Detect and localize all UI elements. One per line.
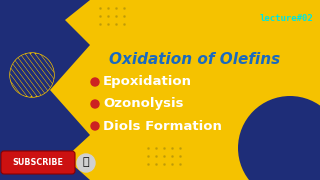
- Circle shape: [10, 53, 54, 97]
- Circle shape: [91, 122, 99, 130]
- FancyBboxPatch shape: [1, 151, 75, 174]
- Circle shape: [77, 154, 95, 172]
- Text: Diols Formation: Diols Formation: [103, 120, 222, 132]
- Text: 🔔: 🔔: [83, 157, 89, 167]
- Polygon shape: [0, 0, 90, 180]
- Circle shape: [238, 96, 320, 180]
- Text: Oxidation of Olefins: Oxidation of Olefins: [109, 52, 281, 67]
- Text: SUBSCRIBE: SUBSCRIBE: [12, 158, 63, 167]
- Text: Epoxidation: Epoxidation: [103, 75, 192, 89]
- Text: Ozonolysis: Ozonolysis: [103, 98, 183, 111]
- Circle shape: [91, 78, 99, 86]
- Text: lecture#02: lecture#02: [259, 14, 313, 23]
- Circle shape: [10, 53, 54, 97]
- Circle shape: [91, 100, 99, 108]
